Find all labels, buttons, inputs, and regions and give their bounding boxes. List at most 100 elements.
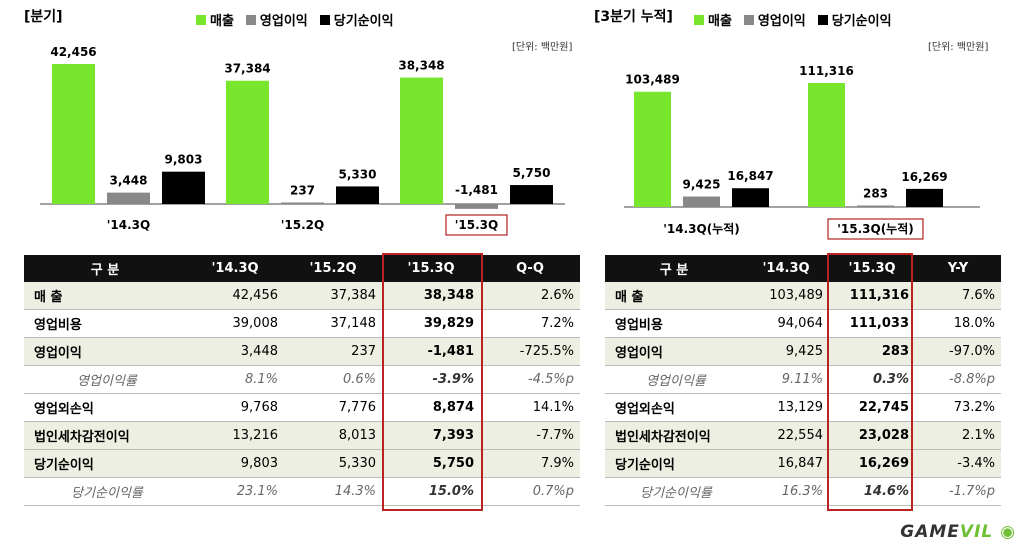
bar-value-label: 37,384: [224, 62, 270, 76]
legend-item-revenue: 매출: [694, 10, 732, 29]
category-label: '15.3Q(누적): [837, 221, 914, 236]
op-profit-swatch-icon: [743, 14, 754, 25]
row-label: 당기순이익: [605, 449, 743, 478]
legend-label: 영업이익: [259, 14, 308, 29]
table-cell: 8.1%: [186, 365, 284, 394]
column-header: '15.3Q: [382, 255, 480, 282]
table-cell: 23.1%: [186, 477, 284, 506]
table-cell: 15.0%: [382, 477, 480, 506]
bar-net-profit: [162, 171, 205, 204]
cumulative-bar-chart: 103,489 9,425 16,847 '14.3Q(누적) 111,316 283 16…: [624, 64, 980, 240]
table-cell: -3.4%: [915, 449, 1001, 478]
bar-net-profit: [732, 188, 769, 207]
column-header: '15.3Q: [829, 255, 915, 282]
table-row: 영업이익 9,425 283 -97.0%: [605, 337, 1001, 366]
cumulative-financial-table: 구 분 '14.3Q '15.3Q Y-Y 매 출 103,489 111,316 7.6%…: [605, 255, 1001, 506]
column-header: Q-Q: [480, 255, 580, 282]
table-row: 매 출 103,489 111,316 7.6%: [605, 282, 1001, 310]
table-cell: 111,033: [829, 309, 915, 338]
legend-label: 당기순이익: [831, 14, 892, 29]
table-cell: 22,745: [829, 393, 915, 422]
legend-item-op-profit: 영업이익: [245, 10, 308, 29]
left-unit-label: [단위: 백만원]: [512, 42, 573, 53]
table-cell: 8,013: [284, 421, 382, 450]
column-header: '14.3Q: [743, 255, 829, 282]
table-cell: -7.7%: [480, 421, 580, 450]
bar-value-label: 9,803: [165, 153, 203, 167]
table-row: 영업외손익 13,129 22,745 73.2%: [605, 393, 1001, 422]
bar-value-label: 3,448: [110, 174, 148, 188]
bar-value-label: -1,481: [455, 183, 498, 197]
table-row: 영업이익률 9.11% 0.3% -8.8%p: [605, 365, 1001, 394]
table-cell: 18.0%: [915, 309, 1001, 338]
legend-item-op-profit: 영업이익: [743, 10, 806, 29]
logo-accent-text: VIL: [959, 522, 994, 542]
table-row: 당기순이익률 23.1% 14.3% 15.0% 0.7%p: [24, 477, 580, 506]
right-section-title: [3분기 누적]: [594, 9, 673, 25]
table-cell: 38,348: [382, 282, 480, 310]
table-cell: 22,554: [743, 421, 829, 450]
logo-main-text: GAME: [900, 522, 960, 542]
table-cell: 14.1%: [480, 393, 580, 422]
revenue-swatch-icon: [694, 14, 704, 25]
bar-value-label: 237: [290, 184, 315, 198]
table-row: 영업이익 3,448 237 -1,481 -725.5%: [24, 337, 580, 366]
table-row: 법인세차감전이익 13,216 8,013 7,393 -7.7%: [24, 421, 580, 450]
bar-op-profit: [857, 205, 894, 207]
table-cell: 42,456: [186, 282, 284, 310]
table-cell: -3.9%: [382, 365, 480, 394]
highlight-category-box: [827, 218, 924, 240]
table-cell: 7.6%: [915, 282, 1001, 310]
legend-item-net-profit: 당기순이익: [319, 10, 394, 29]
table-row: 당기순이익률 16.3% 14.6% -1.7%p: [605, 477, 1001, 506]
table-cell: 5,750: [382, 449, 480, 478]
table-cell: 103,489: [743, 282, 829, 310]
quarterly-bar-chart: 42,456 3,448 9,803 '14.3Q 37,384 237 5,330 '15.…: [40, 45, 565, 236]
gamevil-logo: GAMEVIL ◉: [900, 522, 1016, 542]
table-header-row: 구 분 '14.3Q '15.3Q Y-Y: [605, 255, 1001, 282]
table-cell: -725.5%: [480, 337, 580, 366]
table-cell: 7.9%: [480, 449, 580, 478]
table-cell: 94,064: [743, 309, 829, 338]
table-cell: 111,316: [829, 282, 915, 310]
table-cell: -1,481: [382, 337, 480, 366]
row-label: 영업이익: [24, 337, 186, 366]
bar-net-profit: [336, 186, 379, 204]
table-cell: 14.3%: [284, 477, 382, 506]
column-header: 구 분: [24, 255, 186, 282]
table-cell: 5,330: [284, 449, 382, 478]
table-cell: 9,425: [743, 337, 829, 366]
table-cell: 2.6%: [480, 282, 580, 310]
row-label: 영업이익: [605, 337, 743, 366]
table-cell: 13,129: [743, 393, 829, 422]
table-cell: 8,874: [382, 393, 480, 422]
bar-revenue: [808, 83, 845, 207]
right-legend: 매출 영업이익 당기순이익: [694, 10, 892, 29]
bar-value-label: 38,348: [398, 59, 444, 73]
table-row: 영업이익률 8.1% 0.6% -3.9% -4.5%p: [24, 365, 580, 394]
table-cell: 39,829: [382, 309, 480, 338]
category-label: '14.3Q: [107, 218, 150, 232]
left-section-title: [분기]: [24, 9, 63, 25]
row-label: 당기순이익: [24, 449, 186, 478]
bar-value-label: 5,750: [513, 166, 551, 180]
table-cell: 7,393: [382, 421, 480, 450]
row-label: 영업외손익: [605, 393, 743, 422]
table-cell: 9,768: [186, 393, 284, 422]
bar-value-label: 16,847: [727, 169, 773, 183]
category-label: '15.2Q: [281, 218, 324, 232]
revenue-swatch-icon: [196, 14, 206, 25]
column-header: Y-Y: [915, 255, 1001, 282]
table-cell: 0.6%: [284, 365, 382, 394]
bar-value-label: 42,456: [50, 45, 96, 59]
table-row: 매 출 42,456 37,384 38,348 2.6%: [24, 282, 580, 310]
table-header-row: 구 분 '14.3Q '15.2Q '15.3Q Q-Q: [24, 255, 580, 282]
right-unit-label: [단위: 백만원]: [928, 42, 989, 53]
bar-op-profit: [107, 192, 150, 204]
bar-op-profit: [455, 204, 498, 209]
legend-label: 매출: [708, 14, 732, 29]
row-label: 매 출: [24, 282, 186, 310]
table-cell: -4.5%p: [480, 365, 580, 394]
row-label: 영업외손익: [24, 393, 186, 422]
row-label: 당기순이익률: [605, 477, 743, 506]
